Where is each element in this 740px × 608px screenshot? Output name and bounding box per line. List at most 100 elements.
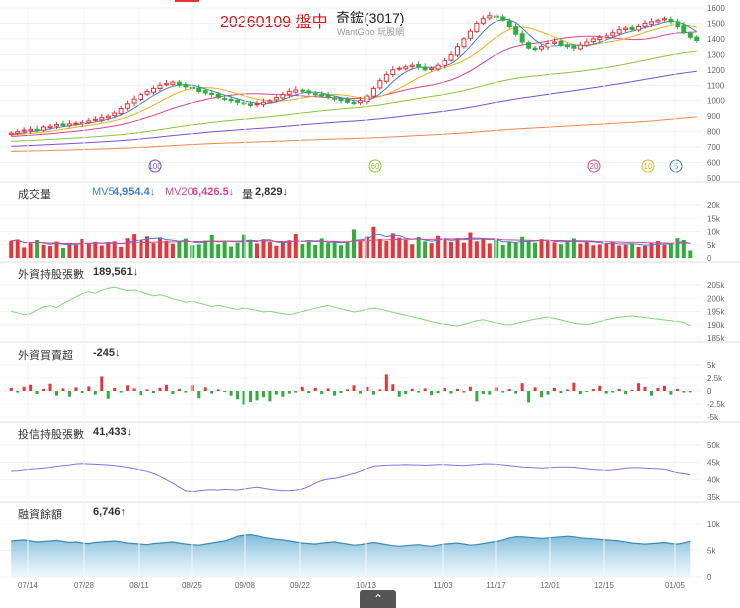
volume-bar <box>565 240 570 258</box>
net-tick-label: 5k <box>707 361 716 370</box>
volume-bar <box>125 238 130 258</box>
volume-tick-label: 5k <box>707 241 716 250</box>
foreign-holding-label: 外資持股張數 <box>18 269 84 281</box>
volume-bar <box>54 241 59 258</box>
volume-bar <box>461 242 466 258</box>
volume-bar <box>203 240 208 258</box>
candle-body <box>144 90 150 95</box>
net-bar <box>48 383 52 391</box>
volume-bar <box>86 243 91 258</box>
net-bar <box>565 389 569 391</box>
candle-body <box>319 94 325 97</box>
foreign-tick-label: 195k <box>707 308 725 317</box>
volume-bar <box>170 243 175 258</box>
net-bar <box>378 389 382 391</box>
volume-tick-label: 10k <box>707 228 721 237</box>
net-bar <box>475 391 479 402</box>
net-bar <box>501 391 505 393</box>
candle-body <box>325 94 331 99</box>
foreign-tick-label: 185k <box>707 334 725 343</box>
net-bar <box>164 384 168 391</box>
net-bar <box>339 391 343 394</box>
candle-body <box>571 45 577 49</box>
volume-tick-label: 0 <box>707 254 712 263</box>
x-tick-label: 08/25 <box>182 581 203 590</box>
net-bar <box>391 384 395 391</box>
net-bar <box>9 387 13 391</box>
net-bar <box>229 391 233 396</box>
net-bar <box>455 388 459 391</box>
volume-bar <box>28 243 33 258</box>
candle-body <box>131 98 137 104</box>
volume-bar <box>177 241 182 258</box>
candle-body <box>655 19 661 23</box>
volume-bar <box>468 232 473 258</box>
net-bar <box>61 388 65 391</box>
candle-body <box>41 126 47 131</box>
candle-body <box>558 40 564 46</box>
candle-body <box>28 128 34 132</box>
net-bar <box>236 391 240 400</box>
candle-body <box>235 99 241 103</box>
net-bar <box>481 391 485 395</box>
candle-body <box>448 53 454 61</box>
candle-body <box>636 26 642 31</box>
volume-bar <box>500 245 505 258</box>
candle-body <box>364 95 370 103</box>
candle-body <box>551 41 557 44</box>
volume-bar <box>319 238 324 258</box>
net-bar <box>100 376 104 391</box>
net-bar <box>255 391 259 401</box>
foreign-holding-value: 189,561↓ <box>93 266 139 278</box>
candle-body <box>545 43 551 48</box>
trust-holding-value: 41,433↓ <box>93 426 133 438</box>
net-bar <box>669 391 673 395</box>
candle-body <box>429 67 435 71</box>
margin-line <box>11 533 691 547</box>
net-bar <box>643 386 647 391</box>
candle-body <box>616 29 622 34</box>
candle-body <box>610 32 616 36</box>
foreign-tick-label: 205k <box>707 281 725 290</box>
volume-bar <box>416 237 421 258</box>
net-bar <box>346 389 350 391</box>
net-bar <box>430 391 434 396</box>
volume-bar <box>306 241 311 258</box>
net-bar <box>87 386 91 391</box>
volume-bar <box>339 245 344 258</box>
net-bar <box>358 391 362 394</box>
candle-body <box>648 21 654 25</box>
volume-bar <box>630 243 635 258</box>
x-tick-label: 09/08 <box>235 581 256 590</box>
net-bar <box>177 388 181 391</box>
net-bar <box>223 391 227 393</box>
volume-bar <box>546 241 551 258</box>
volume-bar <box>474 241 479 258</box>
net-bar <box>546 391 550 395</box>
candle-body <box>47 125 53 128</box>
volume-bar <box>216 244 221 258</box>
net-bar <box>67 391 71 397</box>
candle-body <box>202 90 208 94</box>
net-bar <box>333 391 337 396</box>
candle-body <box>351 102 357 105</box>
candle-body <box>357 100 363 104</box>
candle-body <box>157 84 163 90</box>
ma-marker-label: 5 <box>674 162 679 171</box>
volume-bar <box>643 245 648 258</box>
net-bar <box>624 391 628 395</box>
net-bar <box>171 391 175 395</box>
stock-name: 奇鋐(3017) <box>336 10 405 26</box>
collapse-button[interactable]: ⌃ <box>360 590 396 608</box>
volume-bar <box>371 226 376 258</box>
foreign-net-value: -245↓ <box>93 347 121 359</box>
net-bar <box>294 391 298 393</box>
candle-body <box>681 25 687 34</box>
x-tick-label: 09/22 <box>290 581 311 590</box>
candle-body <box>86 120 92 124</box>
volume-bar <box>533 242 538 258</box>
volume-bar <box>520 236 525 258</box>
ma-marker-label: 20 <box>590 162 599 171</box>
candle-body <box>474 22 480 33</box>
net-bar <box>274 391 278 395</box>
